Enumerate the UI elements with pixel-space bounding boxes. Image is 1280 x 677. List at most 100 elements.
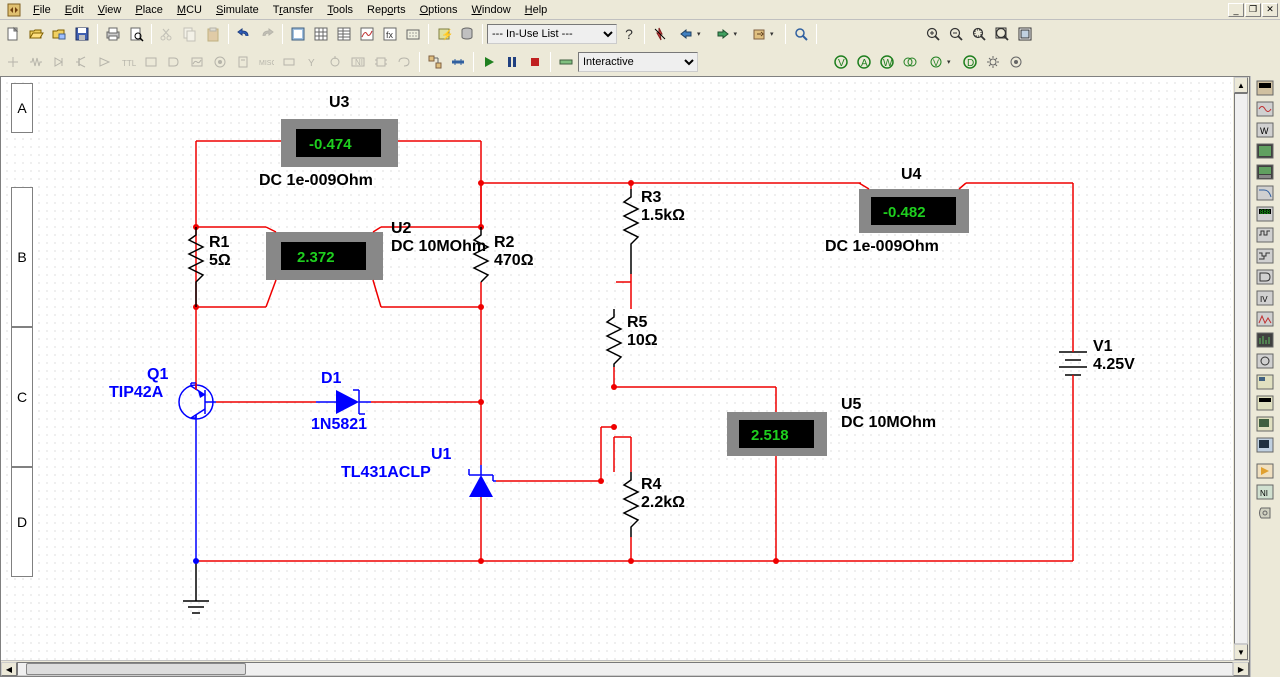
menu-place[interactable]: Place	[128, 2, 170, 18]
vertical-scrollbar[interactable]: ▲ ▼	[1233, 77, 1249, 660]
toggle-grid-button[interactable]	[310, 23, 332, 45]
place-diode-button[interactable]	[48, 51, 70, 73]
place-misc-button[interactable]: MISC	[255, 51, 277, 73]
wattmeter-button[interactable]: W	[1253, 120, 1277, 140]
bode-plotter-button[interactable]	[1253, 183, 1277, 203]
run-button[interactable]	[478, 51, 500, 73]
menu-transfer[interactable]: Transfer	[266, 2, 321, 18]
place-power-button[interactable]	[232, 51, 254, 73]
menu-file[interactable]: File	[26, 2, 58, 18]
window-close-button[interactable]: ✕	[1262, 3, 1278, 17]
print-preview-button[interactable]	[125, 23, 147, 45]
word-generator-button[interactable]	[1253, 225, 1277, 245]
menu-edit[interactable]: Edit	[58, 2, 91, 18]
component-u4[interactable]: -0.482 U4 DC 1e-009Ohm	[825, 166, 969, 255]
menu-view[interactable]: View	[91, 2, 129, 18]
zoom-area-button[interactable]	[968, 23, 990, 45]
full-screen-button[interactable]	[287, 23, 309, 45]
menu-reports[interactable]: Reports	[360, 2, 413, 18]
back-annotate-button[interactable]: ▾	[672, 23, 708, 45]
component-d1[interactable]: D1 1N5821	[311, 370, 371, 433]
place-indicator-button[interactable]	[209, 51, 231, 73]
component-wizard-button[interactable]: ⚡	[433, 23, 455, 45]
window-minimize-button[interactable]: _	[1228, 3, 1244, 17]
scroll-thumb[interactable]	[26, 663, 246, 675]
window-restore-button[interactable]: ❐	[1245, 3, 1261, 17]
probe-voltage-button[interactable]: V	[830, 51, 852, 73]
find-button[interactable]	[790, 23, 812, 45]
spreadsheet-button[interactable]	[333, 23, 355, 45]
logic-analyzer-button[interactable]	[1253, 246, 1277, 266]
component-q1[interactable]: Q1 TIP42A	[109, 366, 216, 419]
component-r4[interactable]: R4 2.2kΩ	[624, 472, 685, 537]
menu-options[interactable]: Options	[413, 2, 465, 18]
elvis-button[interactable]: NI	[1253, 482, 1277, 502]
postprocessor-button[interactable]: fx	[379, 23, 401, 45]
place-source-button[interactable]	[2, 51, 24, 73]
zoom-sheet-button[interactable]	[1014, 23, 1036, 45]
grapher-button[interactable]	[356, 23, 378, 45]
print-button[interactable]	[102, 23, 124, 45]
ground-symbol[interactable]	[183, 601, 209, 613]
network-analyzer-button[interactable]	[1253, 351, 1277, 371]
scroll-track[interactable]	[1234, 93, 1248, 644]
place-rf-button[interactable]: Y	[301, 51, 323, 73]
function-generator-button[interactable]	[1253, 99, 1277, 119]
horizontal-scrollbar[interactable]: ◀ ▶	[1, 660, 1249, 676]
menu-simulate[interactable]: Simulate	[209, 2, 266, 18]
multimeter-button[interactable]	[1253, 78, 1277, 98]
erc-button[interactable]	[649, 23, 671, 45]
place-advanced-button[interactable]	[278, 51, 300, 73]
scroll-right-button[interactable]: ▶	[1233, 662, 1249, 676]
place-bus-button[interactable]	[447, 51, 469, 73]
place-mcu-button[interactable]	[370, 51, 392, 73]
probe-current-button[interactable]: A	[853, 51, 875, 73]
scroll-up-button[interactable]: ▲	[1234, 77, 1248, 93]
open-button[interactable]	[25, 23, 47, 45]
scroll-left-button[interactable]: ◀	[1, 662, 17, 676]
open-samples-button[interactable]	[48, 23, 70, 45]
probe-ref-button[interactable]: V▾	[922, 51, 958, 73]
scroll-down-button[interactable]: ▼	[1234, 644, 1248, 660]
labview-instrument-button[interactable]	[1253, 461, 1277, 481]
place-connector-button[interactable]	[393, 51, 415, 73]
inuse-list-dropdown[interactable]: --- In-Use List ---	[487, 24, 617, 44]
place-electromech-button[interactable]	[324, 51, 346, 73]
distortion-analyzer-button[interactable]	[1253, 309, 1277, 329]
database-button[interactable]	[456, 23, 478, 45]
breadboard-button[interactable]	[402, 23, 424, 45]
stop-button[interactable]	[524, 51, 546, 73]
place-basic-button[interactable]	[25, 51, 47, 73]
inuse-refresh-button[interactable]: ?	[618, 23, 640, 45]
component-u2[interactable]: 2.372 U2 DC 10MOhm	[266, 220, 486, 307]
cut-button[interactable]	[156, 23, 178, 45]
schematic-canvas[interactable]: A B C D	[0, 76, 1250, 677]
place-analog-button[interactable]	[94, 51, 116, 73]
forward-annotate-button[interactable]: ▾	[709, 23, 745, 45]
simulation-mode-dropdown[interactable]: Interactive	[578, 52, 698, 72]
scroll-track[interactable]	[17, 662, 1233, 676]
paste-button[interactable]	[202, 23, 224, 45]
agilent-mm-button[interactable]	[1253, 393, 1277, 413]
menu-mcu[interactable]: MCU	[170, 2, 209, 18]
undo-button[interactable]	[233, 23, 255, 45]
place-cmos-button[interactable]	[140, 51, 162, 73]
iv-analyzer-button[interactable]: IV	[1253, 288, 1277, 308]
place-misc-digital-button[interactable]	[163, 51, 185, 73]
transfer-button[interactable]: ▾	[745, 23, 781, 45]
component-r3[interactable]: R3 1.5kΩ	[624, 189, 685, 274]
component-r5[interactable]: R5 10Ω	[607, 309, 658, 367]
copy-button[interactable]	[179, 23, 201, 45]
save-button[interactable]	[71, 23, 93, 45]
current-probe-button[interactable]	[1253, 503, 1277, 523]
probe-manager-button[interactable]	[1005, 51, 1027, 73]
place-transistor-button[interactable]	[71, 51, 93, 73]
frequency-counter-button[interactable]: 888	[1253, 204, 1277, 224]
agilent-fg-button[interactable]	[1253, 372, 1277, 392]
probe-settings-button[interactable]	[982, 51, 1004, 73]
zoom-in-button[interactable]	[922, 23, 944, 45]
four-channel-scope-button[interactable]	[1253, 162, 1277, 182]
new-button[interactable]	[2, 23, 24, 45]
component-v1[interactable]: V1 4.25V	[1059, 338, 1135, 377]
spectrum-analyzer-button[interactable]	[1253, 330, 1277, 350]
